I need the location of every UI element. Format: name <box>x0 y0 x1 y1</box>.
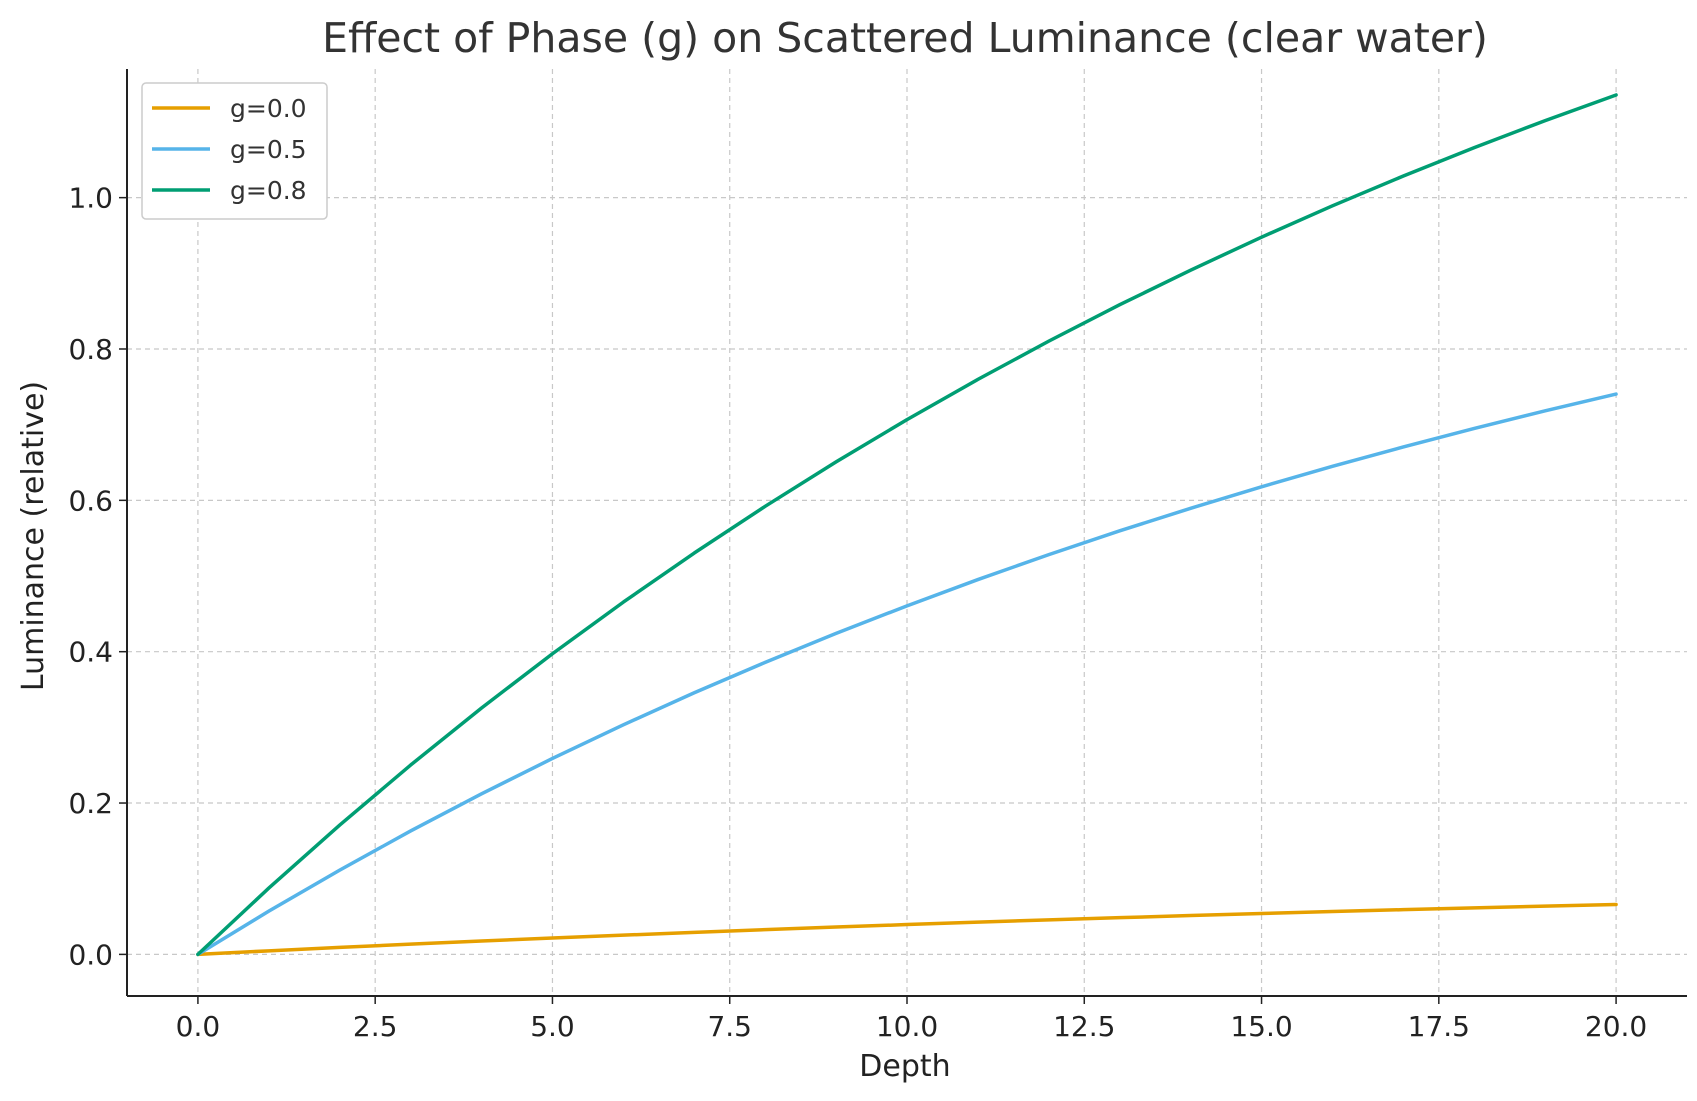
chart-title: Effect of Phase (g) on Scattered Luminan… <box>322 14 1488 62</box>
legend-label: g=0.8 <box>230 176 307 205</box>
x-tick-label: 20.0 <box>1585 1010 1647 1043</box>
legend-box <box>141 82 328 220</box>
series-line-g-0-8 <box>196 93 1618 957</box>
y-tick-label: 0.0 <box>68 938 113 971</box>
y-tick-label: 0.2 <box>68 787 113 820</box>
series-line-g-0-5 <box>196 392 1618 957</box>
y-tick-label: 0.8 <box>68 333 113 366</box>
x-tick-label: 17.5 <box>1408 1010 1470 1043</box>
x-tick-label: 10.0 <box>876 1010 938 1043</box>
x-tick-label: 7.5 <box>707 1010 752 1043</box>
y-tick-label: 0.6 <box>68 484 113 517</box>
legend: g=0.0 g=0.5 g=0.8 <box>141 82 328 220</box>
x-tick-label: 0.0 <box>176 1010 221 1043</box>
y-axis-ticks: 0.0 0.2 0.4 0.6 0.8 1.0 <box>68 182 127 971</box>
x-tick-label: 2.5 <box>353 1010 398 1043</box>
y-tick-label: 0.4 <box>68 636 113 669</box>
series-line-g-0-0 <box>196 902 1618 957</box>
x-tick-label: 15.0 <box>1230 1010 1292 1043</box>
legend-label: g=0.5 <box>230 135 307 164</box>
y-axis-label: Luminance (relative) <box>16 381 51 691</box>
y-tick-label: 1.0 <box>68 182 113 215</box>
legend-label: g=0.0 <box>230 94 307 123</box>
grid <box>127 69 1687 996</box>
x-axis-label: Depth <box>859 1049 950 1084</box>
x-axis-ticks: 0.0 2.5 5.0 7.5 10.0 12.5 15.0 17.5 20.0 <box>176 996 1647 1043</box>
series-lines <box>196 93 1618 957</box>
x-tick-label: 5.0 <box>530 1010 575 1043</box>
x-tick-label: 12.5 <box>1053 1010 1115 1043</box>
